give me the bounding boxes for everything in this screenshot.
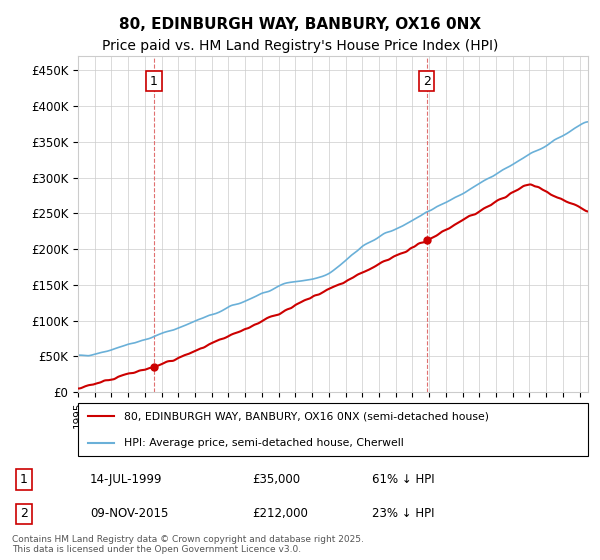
Text: 1: 1: [150, 74, 158, 87]
Text: 61% ↓ HPI: 61% ↓ HPI: [372, 473, 434, 486]
Text: 80, EDINBURGH WAY, BANBURY, OX16 0NX (semi-detached house): 80, EDINBURGH WAY, BANBURY, OX16 0NX (se…: [124, 412, 489, 422]
Text: Contains HM Land Registry data © Crown copyright and database right 2025.
This d: Contains HM Land Registry data © Crown c…: [12, 535, 364, 554]
Text: 2: 2: [20, 507, 28, 520]
Text: £35,000: £35,000: [252, 473, 300, 486]
Text: 2: 2: [423, 74, 431, 87]
Text: £212,000: £212,000: [252, 507, 308, 520]
Text: 80, EDINBURGH WAY, BANBURY, OX16 0NX: 80, EDINBURGH WAY, BANBURY, OX16 0NX: [119, 17, 481, 32]
Text: 23% ↓ HPI: 23% ↓ HPI: [372, 507, 434, 520]
Text: HPI: Average price, semi-detached house, Cherwell: HPI: Average price, semi-detached house,…: [124, 438, 404, 448]
Text: 14-JUL-1999: 14-JUL-1999: [90, 473, 163, 486]
Text: Price paid vs. HM Land Registry's House Price Index (HPI): Price paid vs. HM Land Registry's House …: [102, 39, 498, 53]
FancyBboxPatch shape: [78, 403, 588, 456]
Text: 1: 1: [20, 473, 28, 486]
Text: 09-NOV-2015: 09-NOV-2015: [90, 507, 169, 520]
